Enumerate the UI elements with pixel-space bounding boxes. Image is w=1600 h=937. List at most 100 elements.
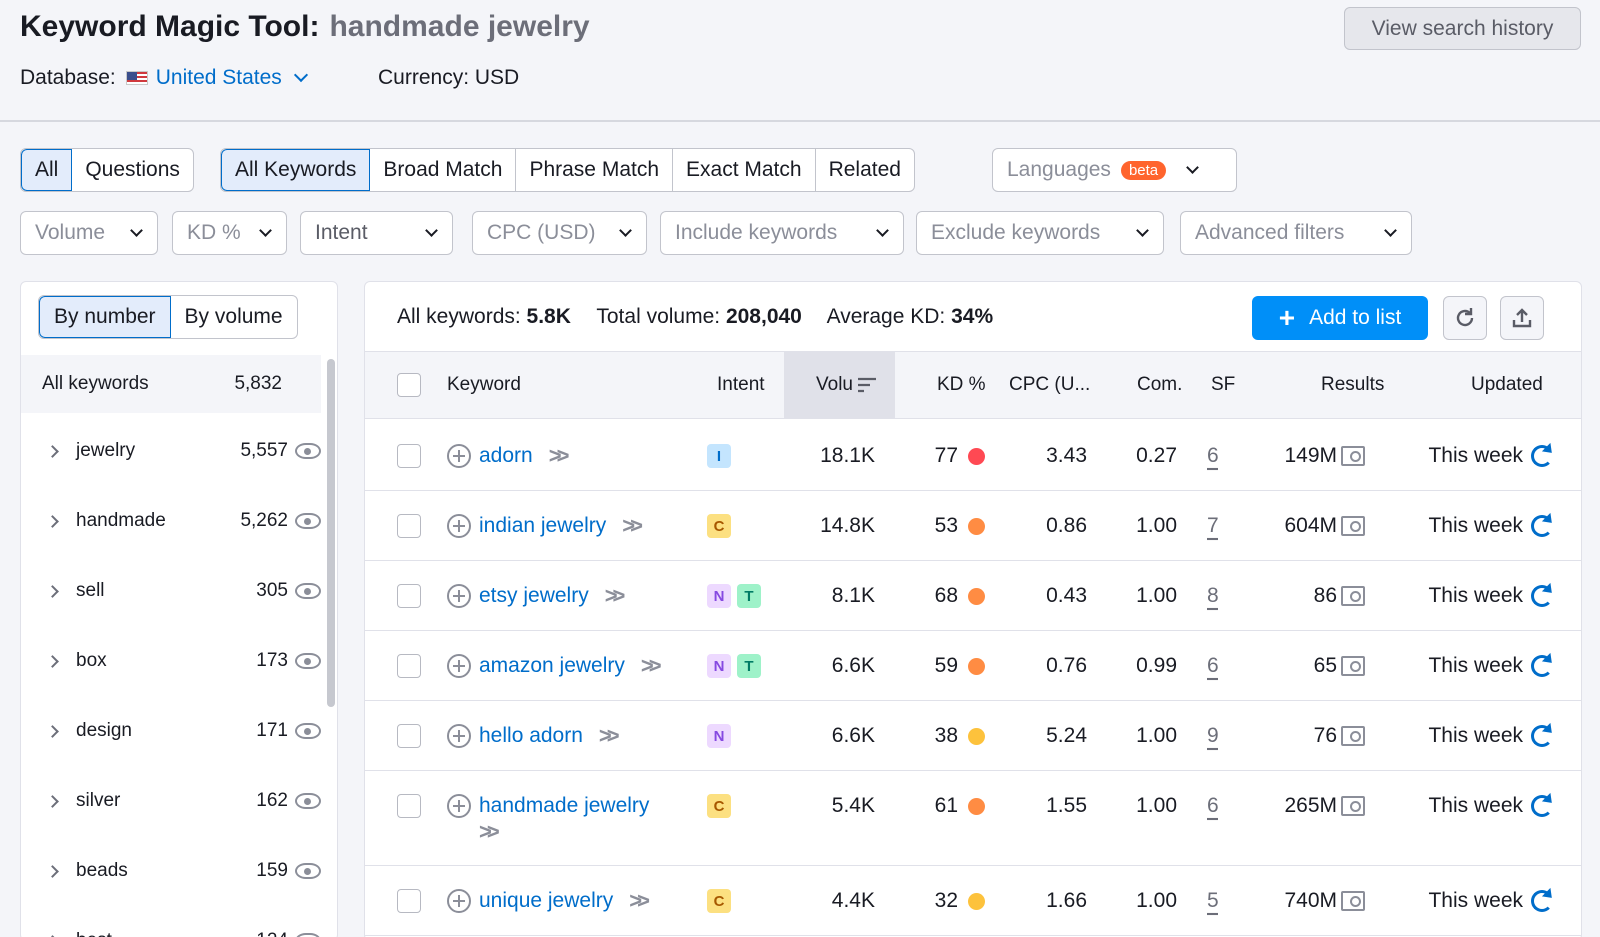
column-volume[interactable]: Volu bbox=[784, 352, 895, 418]
serp-icon[interactable] bbox=[1341, 796, 1365, 816]
column-kd[interactable]: KD % bbox=[937, 374, 986, 395]
serp-features-count[interactable]: 7 bbox=[1207, 514, 1219, 537]
row-checkbox[interactable] bbox=[397, 724, 421, 748]
add-keyword-icon[interactable] bbox=[447, 724, 471, 748]
export-button[interactable] bbox=[1500, 296, 1544, 340]
row-checkbox[interactable] bbox=[397, 654, 421, 678]
chevron-right-icon[interactable] bbox=[46, 724, 59, 738]
kd-filter[interactable]: KD % bbox=[172, 211, 287, 255]
languages-dropdown[interactable]: Languages beta bbox=[992, 148, 1237, 192]
eye-icon[interactable] bbox=[295, 583, 321, 599]
column-keyword[interactable]: Keyword bbox=[447, 374, 521, 395]
drilldown-icon[interactable]: >> bbox=[548, 443, 570, 468]
by-volume-button[interactable]: By volume bbox=[184, 305, 283, 328]
group-item[interactable]: silver 162 bbox=[21, 772, 321, 830]
keyword-link[interactable]: adorn bbox=[479, 444, 533, 467]
tab-broad-match[interactable]: Broad Match bbox=[370, 149, 517, 191]
add-keyword-icon[interactable] bbox=[447, 794, 471, 818]
chevron-right-icon[interactable] bbox=[46, 794, 59, 808]
refresh-icon[interactable] bbox=[1531, 890, 1553, 912]
chevron-right-icon[interactable] bbox=[46, 444, 59, 458]
add-keyword-icon[interactable] bbox=[447, 889, 471, 913]
keyword-link[interactable]: handmade jewelry bbox=[479, 794, 650, 817]
drilldown-icon[interactable]: >> bbox=[629, 888, 650, 913]
cpc-filter[interactable]: CPC (USD) bbox=[472, 211, 647, 255]
tab-exact-match[interactable]: Exact Match bbox=[673, 149, 816, 191]
advanced-filters[interactable]: Advanced filters bbox=[1180, 211, 1412, 255]
drilldown-icon[interactable]: >> bbox=[622, 513, 643, 538]
drilldown-icon[interactable]: >> bbox=[479, 819, 500, 844]
group-item[interactable]: best 124 bbox=[21, 912, 321, 937]
tab-related[interactable]: Related bbox=[828, 158, 901, 181]
chevron-right-icon[interactable] bbox=[46, 654, 59, 668]
serp-icon[interactable] bbox=[1341, 656, 1365, 676]
view-search-history-button[interactable]: View search history bbox=[1344, 7, 1581, 50]
row-checkbox[interactable] bbox=[397, 794, 421, 818]
drilldown-icon[interactable]: >> bbox=[598, 723, 620, 748]
keyword-link[interactable]: hello adorn bbox=[479, 724, 583, 747]
refresh-button[interactable] bbox=[1443, 296, 1487, 340]
group-item[interactable]: handmade 5,262 bbox=[21, 492, 321, 550]
keyword-link[interactable]: indian jewelry bbox=[479, 514, 607, 537]
eye-icon[interactable] bbox=[295, 933, 321, 937]
all-keywords-group[interactable]: All keywords 5,832 bbox=[21, 355, 321, 413]
group-item[interactable]: design 171 bbox=[21, 702, 321, 760]
eye-icon[interactable] bbox=[295, 443, 321, 459]
row-checkbox[interactable] bbox=[397, 444, 421, 468]
add-keyword-icon[interactable] bbox=[447, 584, 471, 608]
serp-icon[interactable] bbox=[1341, 516, 1365, 536]
serp-features-count[interactable]: 6 bbox=[1207, 654, 1219, 677]
row-checkbox[interactable] bbox=[397, 514, 421, 538]
eye-icon[interactable] bbox=[295, 793, 321, 809]
group-item[interactable]: beads 159 bbox=[21, 842, 321, 900]
column-com[interactable]: Com. bbox=[1137, 374, 1183, 395]
refresh-icon[interactable] bbox=[1531, 725, 1553, 747]
serp-features-count[interactable]: 6 bbox=[1207, 794, 1219, 817]
refresh-icon[interactable] bbox=[1531, 795, 1553, 817]
include-keywords-filter[interactable]: Include keywords bbox=[660, 211, 904, 255]
intent-filter[interactable]: Intent bbox=[300, 211, 453, 255]
column-cpc[interactable]: CPC (U... bbox=[1009, 374, 1091, 395]
refresh-icon[interactable] bbox=[1531, 585, 1553, 607]
serp-icon[interactable] bbox=[1341, 586, 1365, 606]
column-updated[interactable]: Updated bbox=[1471, 374, 1543, 395]
refresh-icon[interactable] bbox=[1531, 445, 1553, 467]
volume-filter[interactable]: Volume bbox=[20, 211, 158, 255]
eye-icon[interactable] bbox=[295, 653, 321, 669]
tab-all-keywords[interactable]: All Keywords bbox=[221, 149, 371, 191]
serp-icon[interactable] bbox=[1341, 891, 1365, 911]
serp-features-count[interactable]: 8 bbox=[1207, 584, 1219, 607]
eye-icon[interactable] bbox=[295, 513, 321, 529]
add-to-list-button[interactable]: + Add to list bbox=[1252, 296, 1428, 340]
keyword-link[interactable]: etsy jewelry bbox=[479, 584, 589, 607]
column-results[interactable]: Results bbox=[1321, 374, 1385, 395]
keyword-link[interactable]: unique jewelry bbox=[479, 889, 614, 912]
chevron-right-icon[interactable] bbox=[46, 864, 59, 878]
column-sf[interactable]: SF bbox=[1211, 374, 1236, 395]
scrollbar[interactable] bbox=[327, 359, 335, 707]
drilldown-icon[interactable]: >> bbox=[640, 653, 662, 678]
group-item[interactable]: sell 305 bbox=[21, 562, 321, 620]
tab-questions[interactable]: Questions bbox=[85, 158, 180, 181]
eye-icon[interactable] bbox=[295, 723, 321, 739]
by-number-button[interactable]: By number bbox=[39, 296, 171, 338]
drilldown-icon[interactable]: >> bbox=[604, 583, 626, 608]
serp-icon[interactable] bbox=[1341, 726, 1365, 746]
group-item[interactable]: jewelry 5,557 bbox=[21, 422, 321, 480]
serp-features-count[interactable]: 5 bbox=[1207, 889, 1219, 912]
refresh-icon[interactable] bbox=[1531, 515, 1553, 537]
serp-features-count[interactable]: 9 bbox=[1207, 724, 1219, 747]
database-selector[interactable]: United States bbox=[155, 66, 282, 89]
chevron-right-icon[interactable] bbox=[46, 514, 59, 528]
add-keyword-icon[interactable] bbox=[447, 444, 471, 468]
refresh-icon[interactable] bbox=[1531, 655, 1553, 677]
column-intent[interactable]: Intent bbox=[717, 374, 765, 395]
add-keyword-icon[interactable] bbox=[447, 514, 471, 538]
serp-icon[interactable] bbox=[1341, 446, 1365, 466]
tab-phrase-match[interactable]: Phrase Match bbox=[516, 149, 674, 191]
eye-icon[interactable] bbox=[295, 863, 321, 879]
chevron-down-icon[interactable] bbox=[293, 67, 308, 83]
select-all-checkbox[interactable] bbox=[397, 373, 421, 397]
add-keyword-icon[interactable] bbox=[447, 654, 471, 678]
group-item[interactable]: box 173 bbox=[21, 632, 321, 690]
